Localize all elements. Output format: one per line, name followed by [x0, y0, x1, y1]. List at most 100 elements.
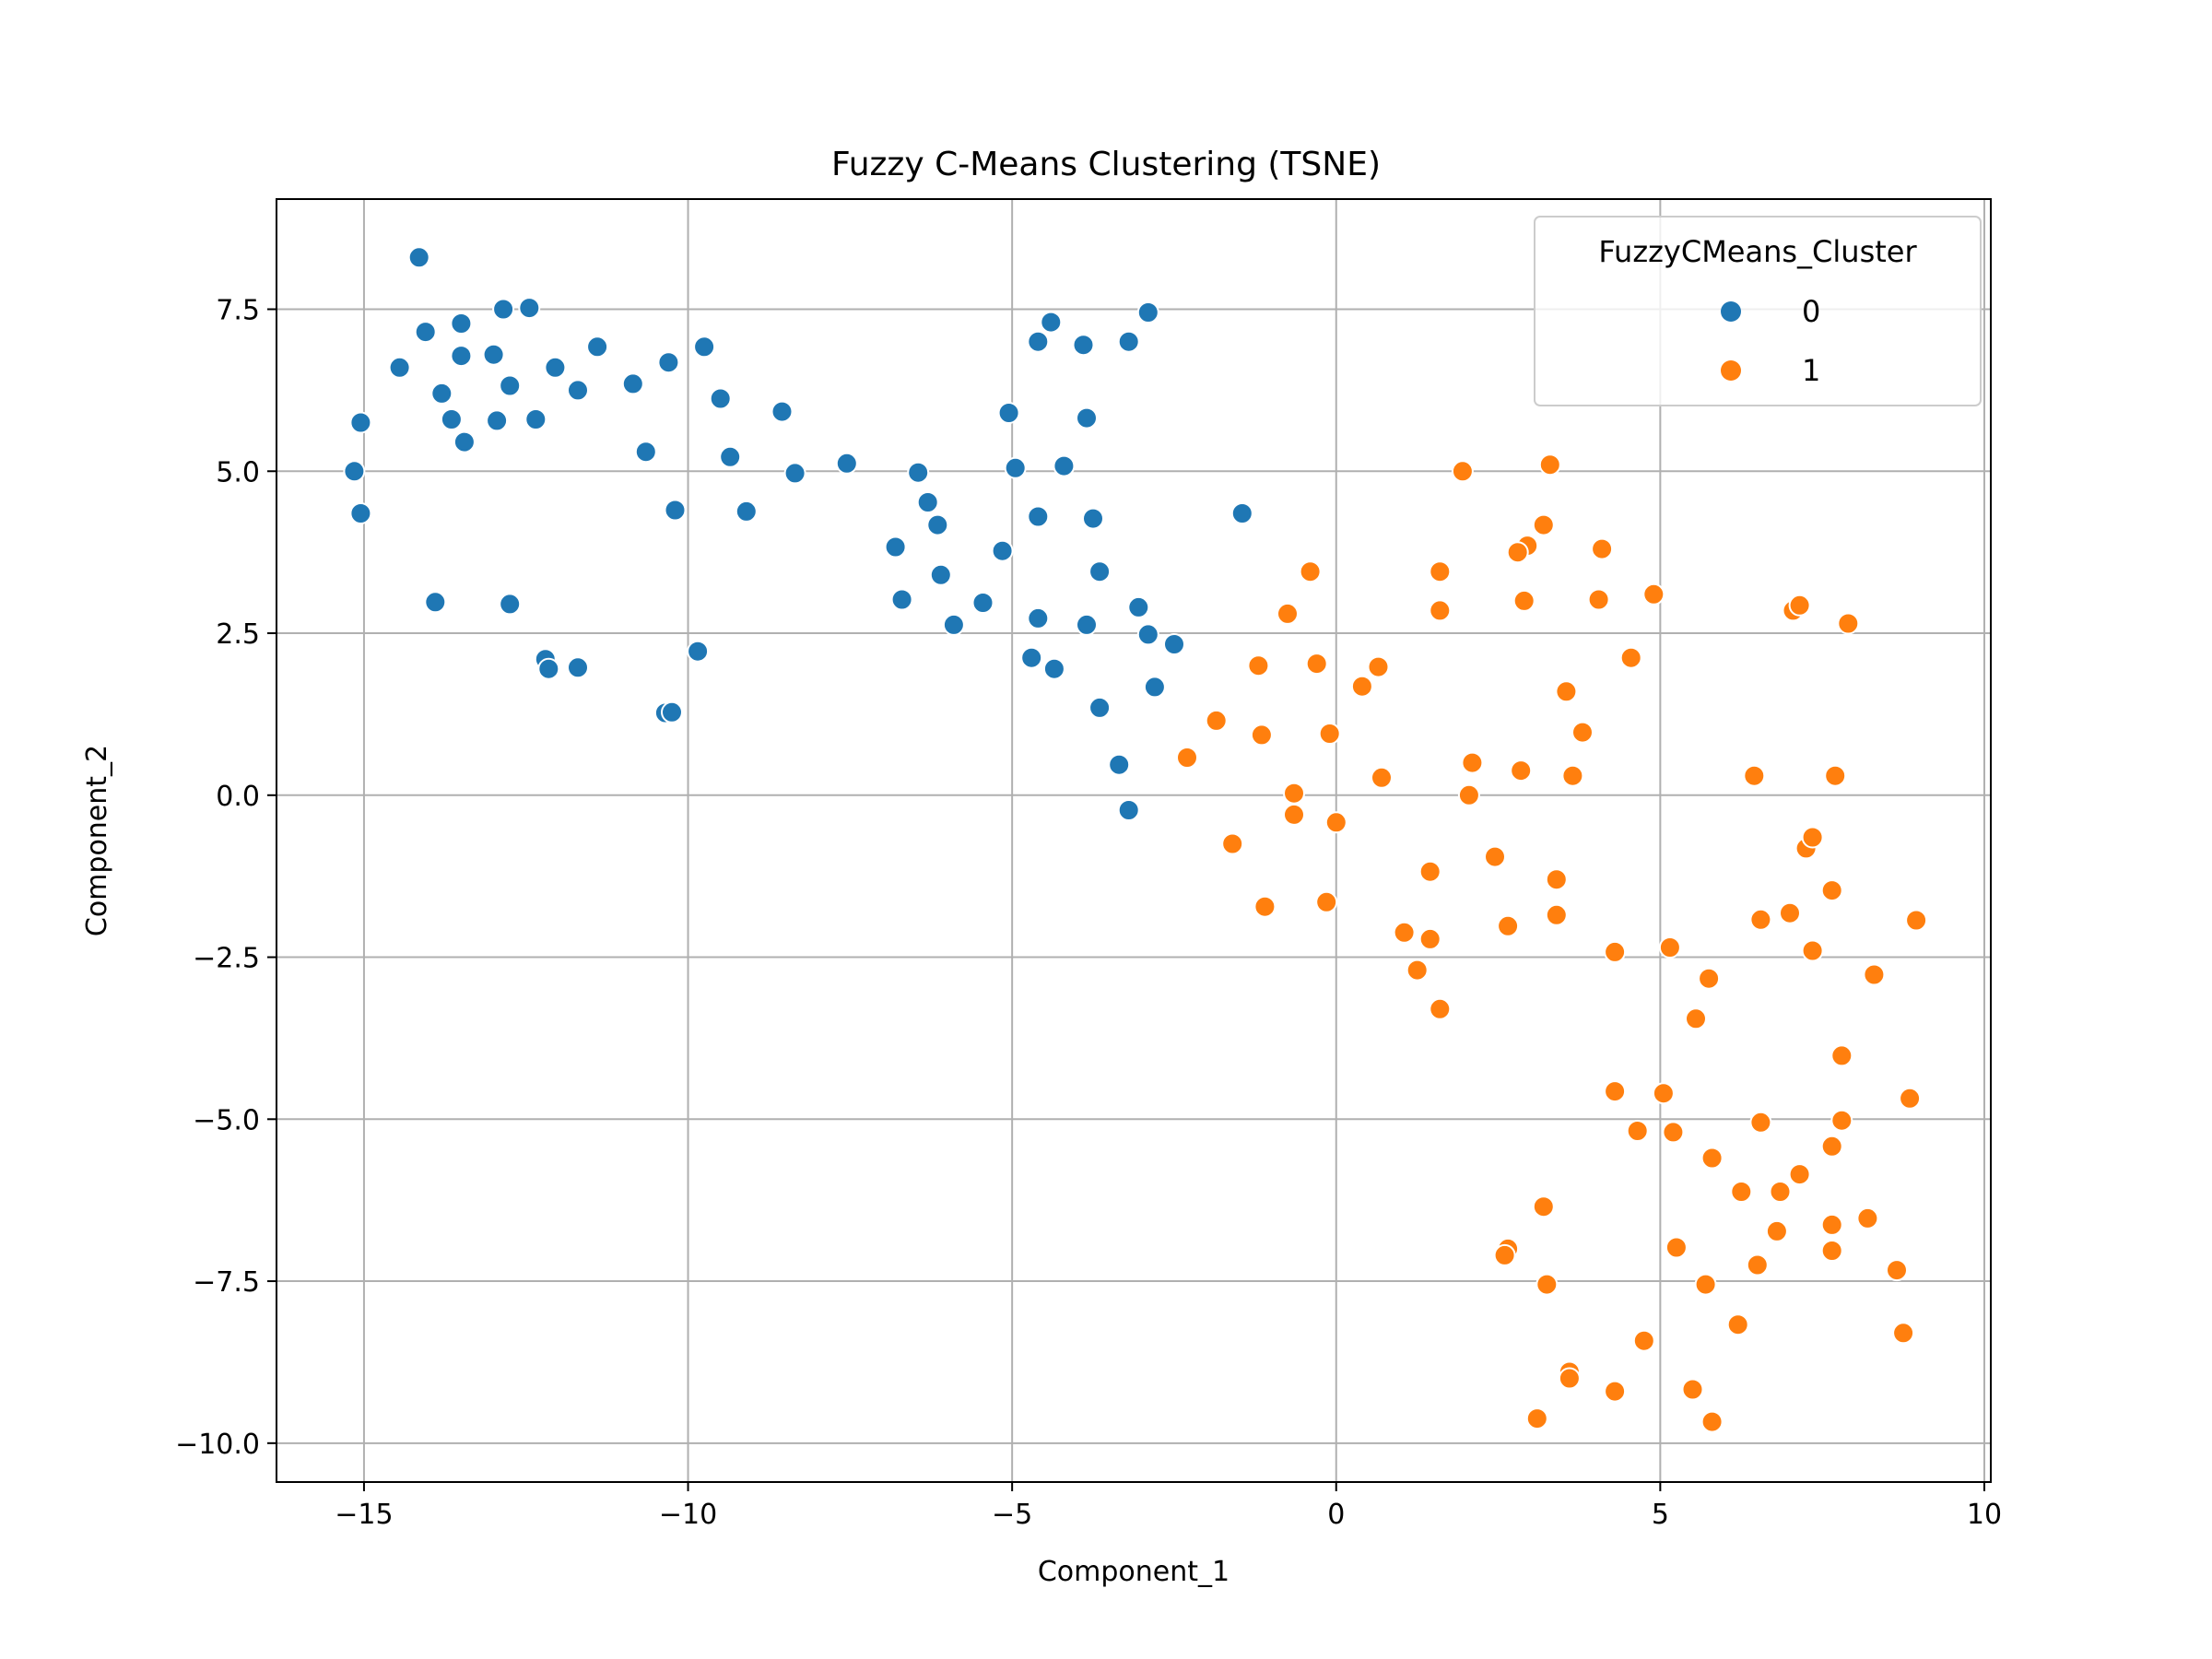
data-point-series-0 — [942, 613, 965, 636]
data-point-series-1 — [1525, 1407, 1548, 1430]
data-point-series-0 — [1117, 799, 1140, 821]
series-0-points — [343, 246, 1253, 821]
data-point-series-1 — [1371, 766, 1393, 789]
data-point-series-1 — [1418, 860, 1441, 883]
data-point-series-1 — [1863, 963, 1886, 986]
data-point-series-1 — [1746, 1253, 1769, 1277]
data-point-series-1 — [1632, 1329, 1655, 1352]
y-tick-label: 5.0 — [216, 456, 260, 488]
data-point-series-1 — [1571, 721, 1594, 744]
data-point-series-0 — [621, 372, 644, 395]
data-point-series-1 — [1561, 764, 1584, 787]
data-point-series-0 — [499, 374, 522, 397]
data-point-series-1 — [1905, 909, 1928, 932]
data-point-series-1 — [1532, 513, 1555, 536]
data-point-series-1 — [1658, 936, 1681, 959]
data-point-series-1 — [1801, 826, 1824, 849]
data-point-series-0 — [1027, 606, 1050, 629]
data-point-series-0 — [1136, 301, 1159, 324]
data-point-series-1 — [1700, 1410, 1724, 1433]
data-point-series-1 — [1406, 959, 1429, 982]
data-point-series-1 — [1694, 1273, 1717, 1296]
data-point-series-1 — [1681, 1378, 1704, 1401]
y-tick-label: −2.5 — [193, 943, 260, 975]
x-tick-label: 5 — [1652, 1499, 1669, 1531]
data-point-series-1 — [1788, 594, 1811, 617]
legend: FuzzyCMeans_Cluster 0 1 — [1534, 216, 1982, 406]
data-point-series-1 — [1899, 1087, 1922, 1110]
data-point-series-0 — [1072, 334, 1095, 357]
data-point-series-1 — [1730, 1181, 1753, 1203]
data-point-series-0 — [1127, 595, 1150, 618]
data-point-series-1 — [1318, 723, 1341, 745]
y-tick-label: 0.0 — [216, 781, 260, 813]
x-axis-label: Component_1 — [1038, 1556, 1230, 1588]
data-point-series-1 — [1497, 914, 1520, 937]
y-tick-label: −7.5 — [193, 1266, 260, 1299]
data-point-series-0 — [657, 351, 680, 374]
x-tick-label: 10 — [1967, 1499, 2002, 1531]
plot-frame — [276, 198, 1992, 1483]
y-tick-label: 2.5 — [216, 618, 260, 651]
data-point-series-0 — [1040, 311, 1063, 334]
data-point-series-1 — [1535, 1273, 1559, 1296]
data-point-series-1 — [1315, 890, 1338, 913]
data-point-series-1 — [1698, 967, 1721, 990]
data-point-series-1 — [1820, 1213, 1843, 1236]
data-point-series-0 — [486, 409, 509, 432]
data-point-series-1 — [1749, 1111, 1772, 1134]
data-point-series-0 — [1143, 676, 1166, 699]
data-point-series-0 — [709, 387, 732, 410]
data-point-series-0 — [1027, 505, 1050, 528]
data-point-series-0 — [916, 491, 939, 513]
data-point-series-1 — [1830, 1109, 1853, 1132]
data-point-series-1 — [1743, 764, 1766, 787]
data-point-series-0 — [453, 430, 476, 453]
data-point-series-0 — [492, 298, 515, 321]
data-point-series-0 — [1027, 330, 1050, 353]
data-point-series-1 — [1277, 602, 1299, 625]
data-point-series-1 — [1324, 811, 1347, 834]
data-point-series-1 — [1205, 709, 1228, 732]
data-point-series-0 — [661, 700, 683, 724]
x-tick-label: −5 — [992, 1499, 1032, 1531]
data-point-series-1 — [1856, 1206, 1879, 1230]
data-point-series-0 — [544, 356, 567, 379]
data-point-series-0 — [664, 499, 687, 522]
y-axis-label: Component_2 — [81, 745, 113, 936]
data-point-series-1 — [1305, 653, 1328, 676]
data-point-series-0 — [1042, 657, 1065, 680]
data-point-series-0 — [1076, 406, 1098, 429]
data-point-series-0 — [586, 335, 609, 359]
data-point-series-1 — [1555, 680, 1578, 703]
data-point-series-1 — [1820, 1135, 1843, 1158]
data-point-series-0 — [450, 312, 473, 335]
data-point-series-1 — [1652, 1082, 1675, 1105]
data-point-series-1 — [1824, 764, 1847, 787]
data-point-series-1 — [1506, 541, 1529, 564]
data-point-series-0 — [414, 321, 437, 344]
data-point-series-1 — [1545, 903, 1568, 926]
data-point-series-0 — [524, 408, 547, 430]
data-point-series-0 — [735, 500, 758, 523]
data-point-series-0 — [518, 297, 541, 320]
data-point-series-1 — [1820, 879, 1843, 902]
data-point-series-0 — [1076, 613, 1098, 636]
data-point-series-1 — [1820, 1240, 1843, 1262]
data-point-series-1 — [1429, 599, 1452, 622]
data-point-series-0 — [567, 379, 589, 402]
data-point-series-1 — [1451, 460, 1474, 483]
data-point-series-1 — [1512, 589, 1535, 612]
data-point-series-1 — [1538, 453, 1561, 477]
data-point-series-1 — [1253, 895, 1277, 918]
legend-marker-series-1 — [1721, 360, 1741, 381]
data-point-series-1 — [1837, 612, 1860, 635]
data-point-series-0 — [424, 591, 447, 614]
data-point-series-1 — [1662, 1121, 1685, 1144]
data-point-series-0 — [997, 402, 1020, 424]
data-point-series-0 — [634, 441, 657, 464]
data-point-series-1 — [1726, 1313, 1749, 1336]
data-point-series-0 — [926, 513, 949, 536]
data-point-series-0 — [440, 408, 463, 430]
data-point-series-0 — [482, 343, 505, 366]
